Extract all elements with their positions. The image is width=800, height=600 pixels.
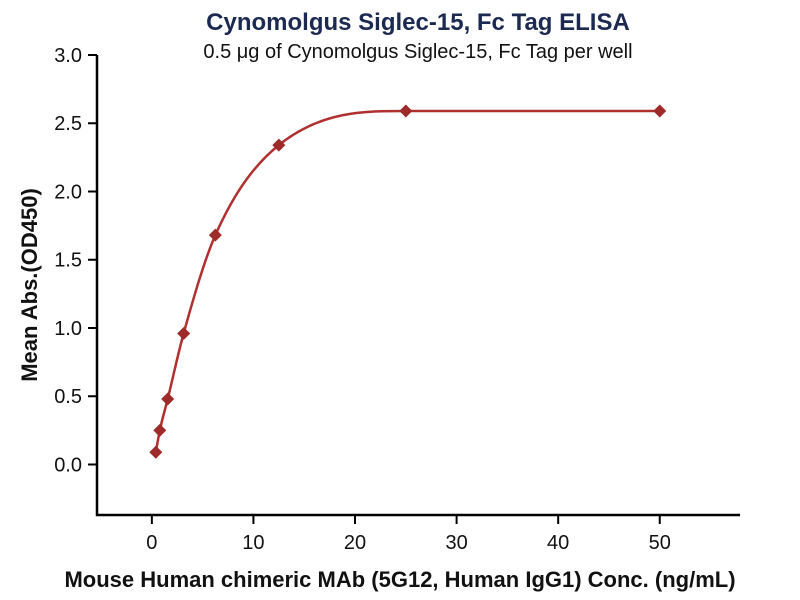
data-point-marker bbox=[161, 392, 175, 406]
y-tick-label: 0.0 bbox=[54, 454, 82, 476]
axes bbox=[95, 55, 740, 517]
data-point-marker bbox=[153, 423, 167, 437]
data-point-marker bbox=[208, 228, 222, 242]
x-tick-label: 10 bbox=[242, 532, 264, 554]
data-point-marker bbox=[177, 326, 191, 340]
chart-subtitle: 0.5 μg of Cynomolgus Siglec-15, Fc Tag p… bbox=[203, 41, 633, 63]
fit-curve bbox=[154, 109, 660, 453]
y-tick-label: 2.5 bbox=[54, 113, 82, 135]
x-tick-label: 0 bbox=[146, 532, 157, 554]
chart-title: Cynomolgus Siglec-15, Fc Tag ELISA bbox=[206, 9, 630, 36]
x-tick-label: 30 bbox=[445, 532, 467, 554]
y-tick-label: 2.0 bbox=[54, 181, 82, 203]
data-point-marker bbox=[399, 104, 413, 118]
data-point-marker bbox=[272, 138, 286, 152]
x-axis-label: Mouse Human chimeric MAb (5G12, Human Ig… bbox=[64, 567, 736, 592]
x-tick-label: 40 bbox=[547, 532, 569, 554]
y-tick-label: 3.0 bbox=[54, 45, 82, 67]
y-tick-label: 1.5 bbox=[54, 250, 82, 272]
y-tick-label: 0.5 bbox=[54, 386, 82, 408]
x-tick-label: 20 bbox=[344, 532, 366, 554]
data-point-marker bbox=[149, 445, 163, 459]
y-tick-label: 1.0 bbox=[54, 318, 82, 340]
x-tick-label: 50 bbox=[649, 532, 671, 554]
data-point-marker bbox=[653, 104, 667, 118]
